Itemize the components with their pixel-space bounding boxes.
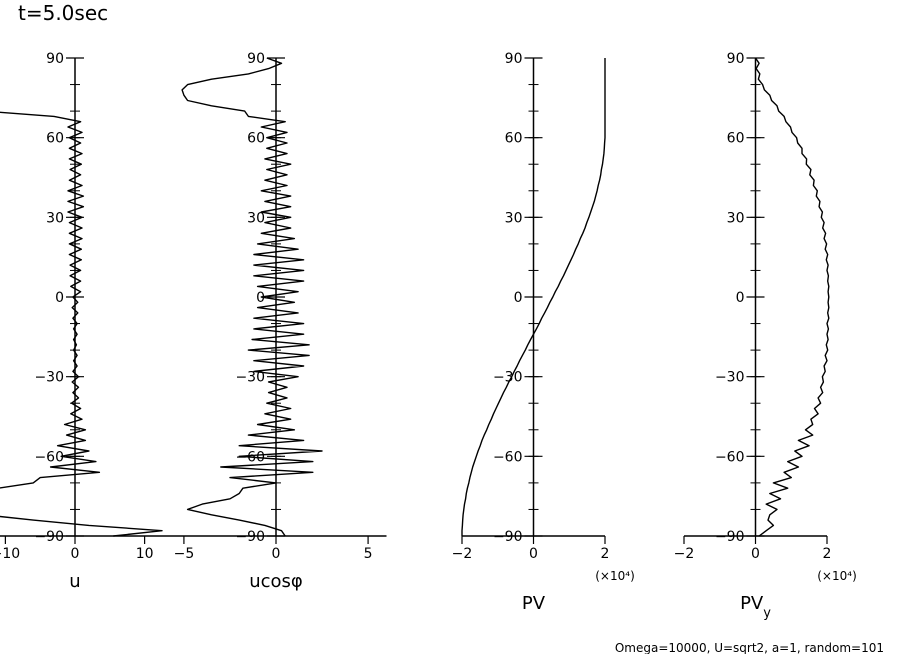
y-tick-label: 0 — [256, 290, 265, 306]
x-multiplier-label: (×10⁴) — [817, 569, 857, 583]
series-line-1 — [754, 57, 830, 537]
y-tick-label: −30 — [493, 370, 523, 386]
chart-panels: −90−60−300306090−10010u−90−60−300306090−… — [0, 51, 857, 621]
series-line-1 — [461, 58, 606, 536]
y-tick-label: −30 — [235, 370, 265, 386]
x-tick-label: 0 — [529, 546, 538, 562]
chart-panel-1: −90 −60 −30 0 30 60 90 −10 0 10 u — [0, 51, 166, 592]
y-tick-label: −60 — [715, 449, 745, 465]
y-tick-label: −30 — [715, 370, 745, 386]
y-tick-label: 30 — [46, 210, 64, 226]
y-tick-label: 0 — [514, 290, 523, 306]
x-tick-label: 10 — [136, 546, 154, 562]
y-tick-label: 30 — [505, 210, 523, 226]
x-axis-label: PV — [522, 593, 546, 614]
y-tick-label: 90 — [247, 51, 265, 67]
x-axis-label: u — [69, 571, 80, 592]
x-axis-label: ucosφ — [249, 571, 303, 592]
figure-title: t=5.0sec — [18, 1, 108, 25]
y-tick-label: 60 — [727, 131, 745, 147]
y-tick-label: 0 — [736, 290, 745, 306]
x-axis-label: PVy — [740, 593, 771, 621]
y-tick-label: 60 — [505, 131, 523, 147]
y-tick-label: −60 — [34, 449, 64, 465]
x-tick-label: 0 — [71, 546, 80, 562]
x-tick-label: 2 — [601, 546, 610, 562]
y-tick-label: 90 — [505, 51, 523, 67]
y-tick-label: 90 — [727, 51, 745, 67]
y-tick-label: −60 — [493, 449, 523, 465]
series-line-1 — [181, 57, 323, 537]
x-tick-label: 5 — [364, 546, 373, 562]
x-tick-label: −2 — [674, 546, 695, 562]
y-tick-label: −30 — [34, 370, 64, 386]
y-tick-label: −90 — [493, 529, 523, 545]
series-line-1 — [0, 111, 163, 537]
y-tick-label: −90 — [235, 529, 265, 545]
x-tick-label: 2 — [823, 546, 832, 562]
x-tick-label: −10 — [0, 546, 20, 562]
x-tick-label: 0 — [272, 546, 281, 562]
x-tick-label: −5 — [174, 546, 195, 562]
x-tick-label: −2 — [452, 546, 473, 562]
figure-footer: Omega=10000, U=sqrt2, a=1, random=101 — [615, 641, 884, 654]
y-tick-label: 0 — [55, 290, 64, 306]
y-tick-label: 90 — [46, 51, 64, 67]
y-tick-label: 30 — [727, 210, 745, 226]
y-tick-label: −90 — [34, 529, 64, 545]
y-tick-label: 30 — [247, 210, 265, 226]
y-tick-label: −90 — [715, 529, 745, 545]
chart-panel-4: −90 −60 −30 0 30 60 90 −2 0 2 (×10⁴) PVy — [674, 51, 857, 621]
chart-panel-3: −90 −60 −30 0 30 60 90 −2 0 2 (×10⁴) PV — [452, 51, 635, 614]
x-tick-label: 0 — [751, 546, 760, 562]
y-tick-label: 60 — [247, 131, 265, 147]
y-tick-label: 60 — [46, 131, 64, 147]
x-multiplier-label: (×10⁴) — [595, 569, 635, 583]
